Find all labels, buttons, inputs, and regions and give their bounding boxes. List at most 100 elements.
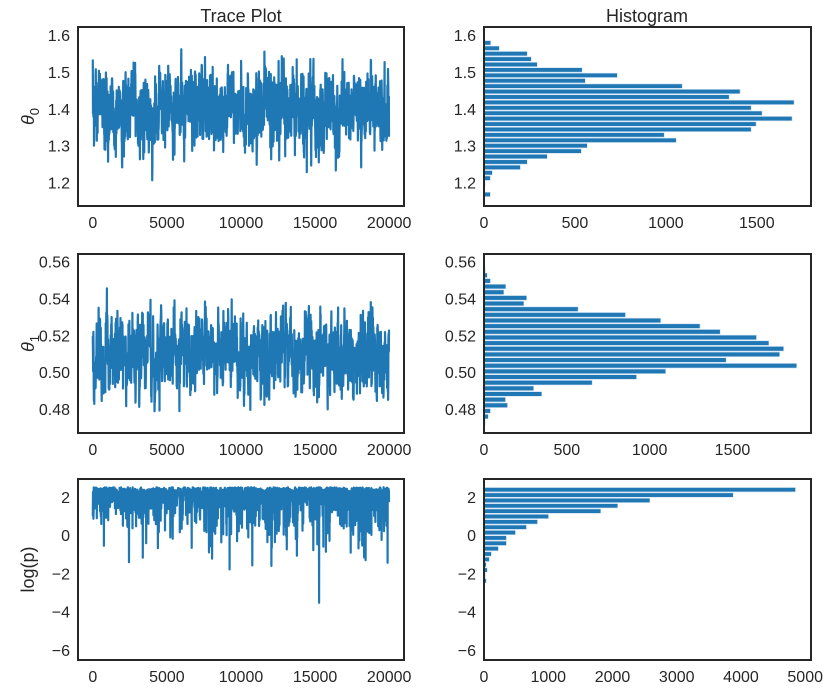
hist-logp-axes: 0 1000 2000 3000 4000 5000 −6 −4 −2 0 2	[458, 478, 823, 686]
x-tick-label: 4000	[723, 669, 759, 686]
histogram-bar	[483, 323, 701, 329]
y-tick-label: 0.56	[39, 255, 70, 272]
y-tick-label: 1.5	[454, 65, 476, 82]
histogram-bar	[483, 346, 784, 352]
histogram-bar	[483, 300, 525, 307]
x-tick-label: 10000	[219, 215, 264, 232]
histogram-bar	[483, 357, 727, 363]
axes-frame	[483, 478, 812, 661]
histogram-bar	[483, 380, 593, 386]
x-tick-label: 5000	[149, 669, 185, 686]
y-tick-label: 0.52	[445, 328, 476, 345]
y-tick-label: 2	[467, 490, 476, 507]
histogram-bar	[483, 340, 770, 346]
histogram-bar	[483, 45, 500, 51]
histogram-bar	[483, 497, 651, 503]
x-tick-label: 1500	[715, 442, 751, 459]
axes-frame	[483, 253, 812, 434]
y-tick-label: 1.6	[48, 28, 70, 45]
y-tick-label: 0.48	[445, 402, 476, 419]
histogram-bar	[483, 312, 626, 318]
x-tick-label: 1000	[648, 215, 684, 232]
histogram-bar	[483, 514, 549, 519]
histogram-bar	[483, 126, 752, 132]
x-tick-label: 10000	[219, 669, 264, 686]
histogram-bar	[483, 540, 507, 546]
y-tick-label: 1.3	[48, 139, 70, 156]
y-tick-label: 1.2	[454, 175, 476, 192]
x-tick-label: 10000	[219, 442, 264, 459]
histogram-bar	[483, 524, 527, 530]
histogram-bar	[483, 492, 734, 498]
histogram-bar	[483, 546, 499, 552]
histogram-bar	[483, 105, 752, 111]
histogram-bar	[483, 148, 582, 154]
histogram-bar	[483, 94, 730, 100]
x-tick-label: 500	[553, 442, 580, 459]
y-tick-label: 0.54	[39, 292, 70, 309]
histogram-bar	[483, 374, 637, 380]
y-tick-label: 0	[61, 528, 70, 545]
y-tick-label: 1.2	[48, 175, 70, 192]
axes-frame	[77, 253, 405, 434]
y-axis-label: θ1	[18, 335, 42, 352]
x-tick-label: 0	[480, 442, 489, 459]
y-tick-label: 1.4	[48, 102, 70, 119]
histogram-bar	[483, 295, 528, 301]
x-tick-label: 500	[562, 215, 589, 232]
trace-theta0-line	[91, 48, 391, 182]
histogram-bar	[483, 110, 763, 116]
y-tick-label: −4	[52, 605, 70, 622]
histogram-bar	[483, 508, 602, 514]
histogram-bar	[483, 530, 516, 536]
histogram-bar	[483, 391, 543, 397]
histogram-bar	[483, 67, 583, 73]
x-tick-label: 1500	[739, 215, 775, 232]
histogram-bar	[483, 519, 538, 525]
histogram-bar	[483, 56, 532, 62]
trace-logp-line	[91, 486, 391, 604]
x-tick-label: 5000	[149, 215, 185, 232]
y-tick-label: 0.56	[445, 255, 476, 272]
x-tick-label: 3000	[659, 669, 695, 686]
axes-frame	[77, 478, 405, 661]
trace-theta0-axes: 0 5000 10000 15000 20000 1.2 1.3 1.4 1.5 1.6 θ0	[18, 26, 412, 232]
y-tick-label: 0.54	[445, 292, 476, 309]
trace-theta1-axes: 0 5000 10000 15000 20000 0.48 0.50 0.52 0.54 0.56…	[18, 253, 412, 459]
histogram-bar	[483, 164, 521, 170]
histogram-bar	[483, 368, 667, 374]
histogram-bar	[483, 99, 795, 105]
trace-logp-axes: 0 5000 10000 15000 20000 −6 −4 −2 0 2 log(p)	[18, 478, 412, 686]
histogram-bar	[483, 306, 579, 312]
y-tick-label: 2	[61, 490, 70, 507]
histogram-bar	[483, 397, 506, 403]
histogram-bar	[483, 329, 721, 335]
histogram-bar	[483, 551, 492, 557]
x-tick-label: 0	[480, 215, 489, 232]
x-tick-label: 5000	[787, 669, 823, 686]
histogram-bar	[483, 83, 683, 89]
x-tick-label: 15000	[293, 215, 338, 232]
x-tick-label: 15000	[293, 442, 338, 459]
trace-plot-title: Trace Plot	[200, 6, 281, 26]
histogram-bar	[483, 116, 793, 122]
histogram-bar	[483, 40, 492, 46]
y-tick-label: 0	[467, 528, 476, 545]
x-tick-label: 15000	[293, 669, 338, 686]
histogram-bar	[483, 385, 534, 391]
x-tick-label: 2000	[595, 669, 631, 686]
y-tick-label: 0.50	[39, 365, 70, 382]
y-axis-label: log(p)	[18, 546, 38, 592]
y-axis-label: θ0	[18, 108, 42, 125]
histogram-bar	[483, 132, 665, 138]
histogram-bar	[483, 51, 528, 57]
y-tick-label: −2	[458, 566, 476, 583]
y-tick-label: −2	[52, 566, 70, 583]
x-tick-label: 20000	[367, 215, 412, 232]
axes-frame	[77, 26, 405, 207]
histogram-bar	[483, 317, 662, 324]
histogram-bar	[483, 363, 798, 369]
x-tick-label: 20000	[367, 442, 412, 459]
y-tick-label: 1.6	[454, 28, 476, 45]
histogram-bar	[483, 159, 528, 165]
